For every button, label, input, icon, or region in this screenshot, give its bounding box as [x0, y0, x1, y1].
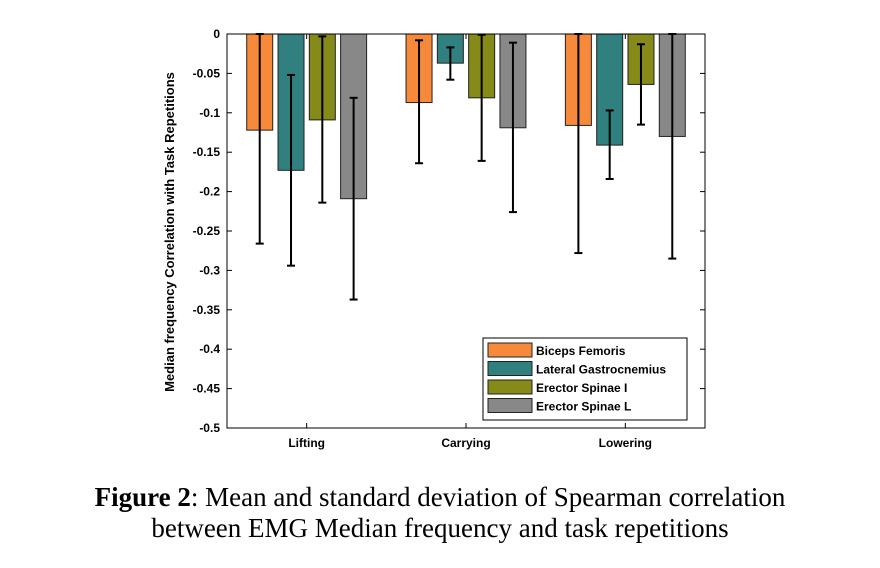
y-tick-label: -0.5 — [199, 421, 220, 435]
x-tick-label: Carrying — [441, 436, 490, 450]
y-tick-label: -0.15 — [193, 145, 221, 159]
caption-line-2: between EMG Median frequency and task re… — [151, 513, 729, 543]
x-tick-label: Lowering — [599, 436, 652, 450]
axes-layer: 0 -0.05 -0.1 -0.15 -0.2 -0.25 -0.3 -0.35 -0.4 -0.… — [193, 27, 706, 450]
legend-swatch — [487, 361, 533, 376]
error-bars-layer — [255, 33, 677, 301]
legend-label: Erector Spinae I — [536, 381, 627, 395]
legend-swatch — [487, 342, 533, 358]
y-axis-label: Median frequency Correlation with Task R… — [162, 72, 177, 392]
caption-text: : Mean and standard deviation of Spearma… — [190, 482, 786, 512]
y-tick-label: -0.3 — [199, 263, 220, 277]
legend-swatch — [487, 379, 533, 395]
legend: Biceps Femoris Lateral Gastrocnemius Erect… — [482, 337, 688, 421]
x-tick-label: Lifting — [288, 436, 325, 450]
y-tick-label: -0.25 — [193, 224, 221, 238]
legend-label: Lateral Gastrocnemius — [536, 363, 666, 377]
chart: 0 -0.05 -0.1 -0.15 -0.2 -0.25 -0.3 -0.35 -0.4 -0.… — [162, 27, 706, 450]
caption-figure-number: Figure 2 — [94, 482, 191, 512]
y-tick-label: -0.05 — [193, 66, 221, 80]
figure-caption: Figure 2: Mean and standard deviation of… — [0, 482, 880, 544]
y-tick-label: -0.35 — [193, 303, 221, 317]
y-tick-label: -0.4 — [199, 342, 220, 356]
legend-label: Erector Spinae L — [536, 400, 631, 414]
y-tick-label: 0 — [213, 27, 220, 41]
legend-label: Biceps Femoris — [536, 344, 626, 358]
caption-line-1: Figure 2: Mean and standard deviation of… — [0, 482, 880, 513]
legend-swatch — [487, 398, 533, 413]
y-tick-label: -0.1 — [199, 106, 220, 120]
y-tick-label: -0.45 — [193, 382, 221, 396]
y-tick-label: -0.2 — [199, 185, 220, 199]
